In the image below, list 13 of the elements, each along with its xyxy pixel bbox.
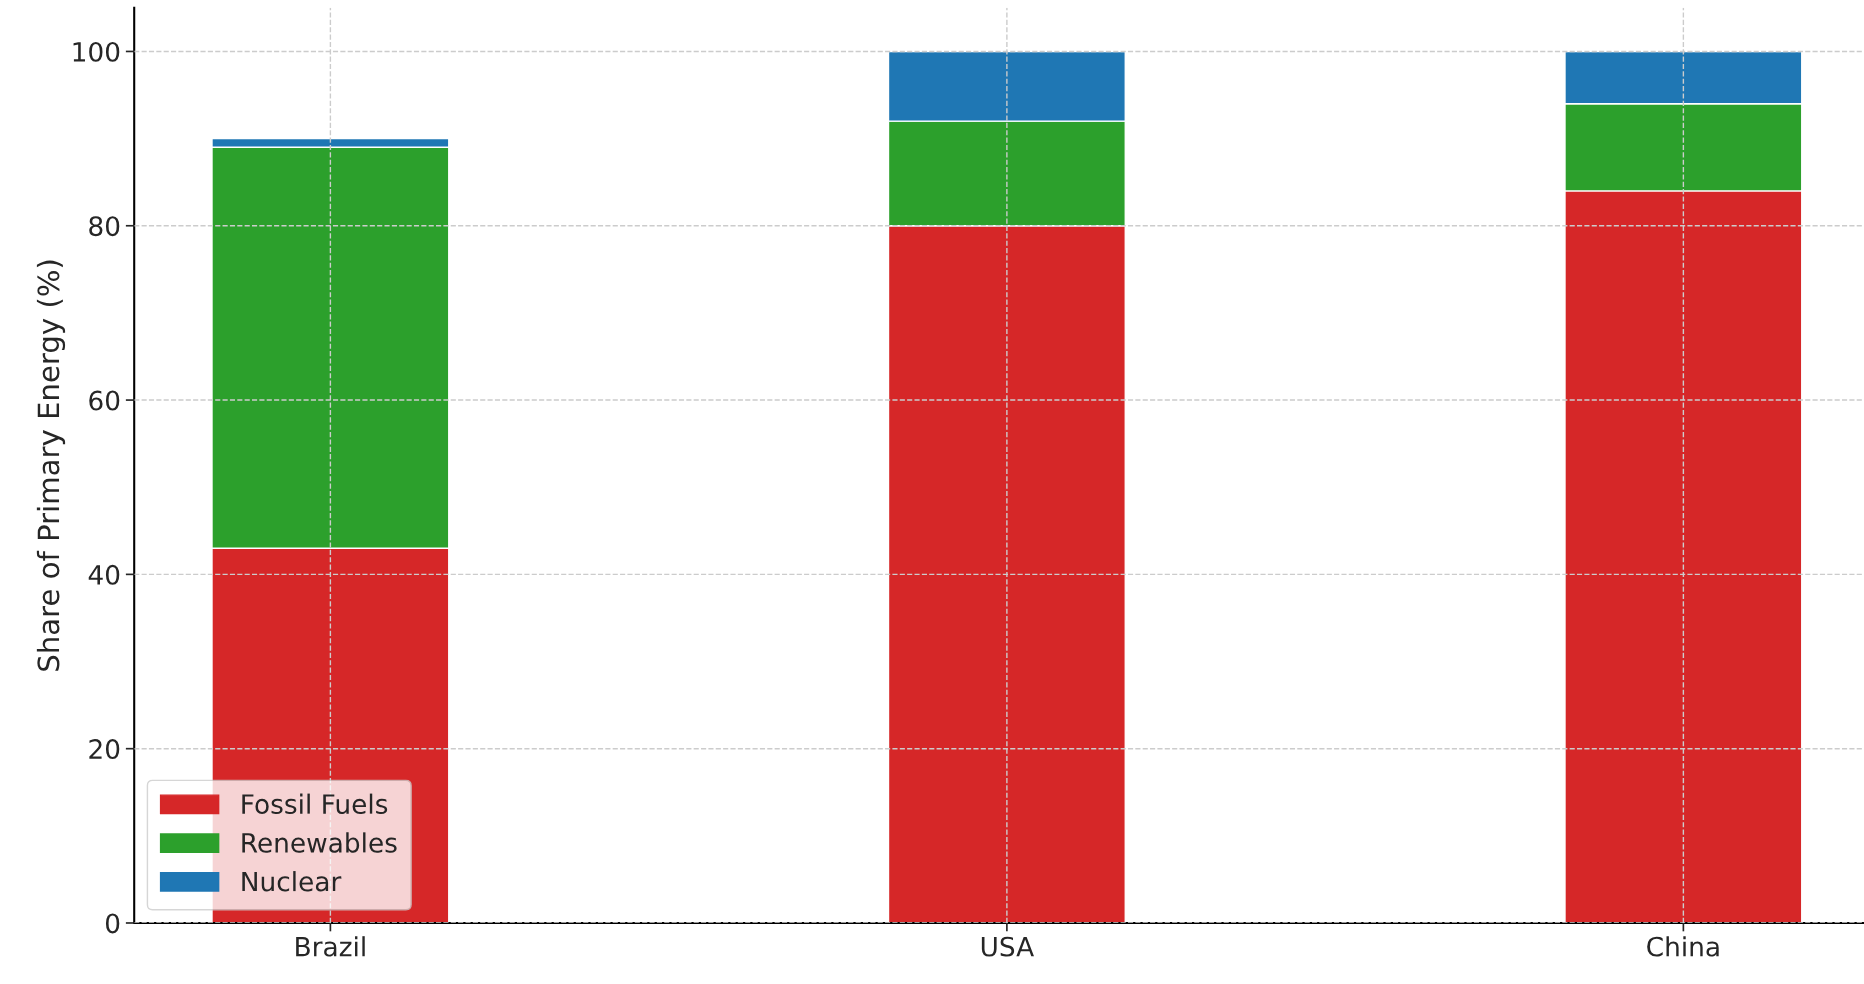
x-tick-label: USA [981, 936, 1034, 957]
legend-label: Renewables [242, 832, 397, 853]
y-tick-label: 60 [89, 390, 120, 411]
y-tick-label: 100 [73, 41, 120, 62]
y-tick-label: 40 [88, 564, 120, 585]
x-tick-label: Brazil [296, 936, 365, 957]
y-tick-label: 20 [89, 739, 120, 760]
y-axis-title: Share of Primary Energy (%) [36, 260, 66, 671]
x-tick-label: China [1647, 936, 1719, 957]
y-tick-label: 80 [89, 216, 120, 237]
legend-label: Nuclear [242, 871, 342, 892]
legend-label: Fossil Fuels [242, 793, 388, 815]
y-tick-label: 0 [105, 913, 120, 934]
